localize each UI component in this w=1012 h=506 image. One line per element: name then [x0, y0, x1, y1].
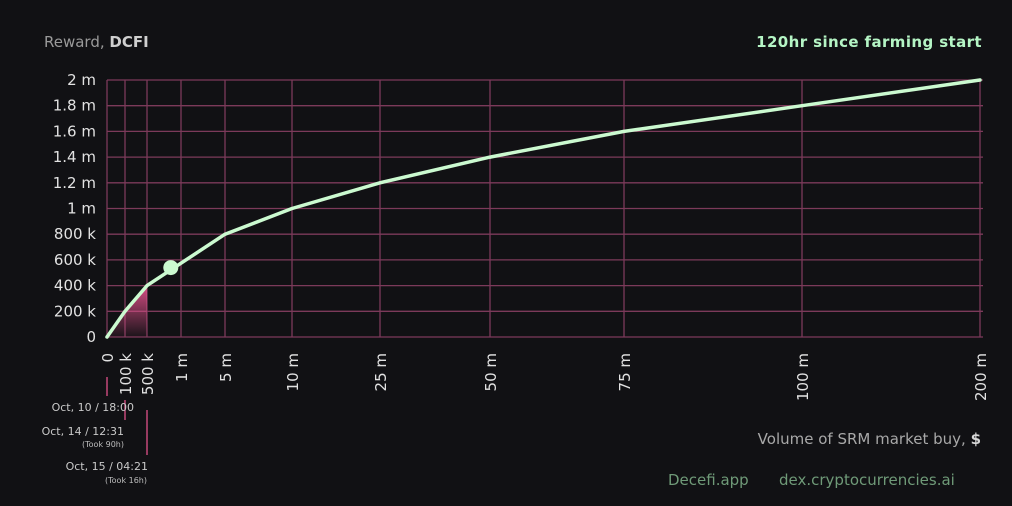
reward-curve	[105, 78, 982, 339]
x-axis-title: Volume of SRM market buy, $	[757, 430, 981, 448]
data-point	[800, 104, 804, 108]
data-point	[145, 284, 149, 288]
x-tick-label: 1 m	[173, 353, 191, 382]
event-date-3: Oct, 15 / 04:21	[65, 460, 148, 473]
footer-site-link[interactable]: Decefi.app	[668, 471, 749, 489]
footer-dex-link[interactable]: dex.cryptocurrencies.ai	[779, 471, 955, 489]
tick-labels: 0 200 k 400 k 600 k 800 k 1 m 1.2 m 1.4 m 1.6 m 1…	[53, 71, 990, 401]
x-tick-label: 500 k	[139, 353, 157, 395]
data-point	[105, 335, 109, 339]
x-tick-label: 5 m	[217, 353, 235, 382]
y-tick-label: 1.2 m	[53, 174, 96, 192]
event-date-1: Oct, 10 / 18:00	[51, 401, 134, 414]
grid	[106, 79, 983, 338]
event-took-3: (Took 16h)	[105, 476, 147, 485]
data-point	[123, 309, 127, 313]
y-axis-title: Reward, DCFI	[44, 33, 149, 51]
x-tick-label: 200 m	[972, 353, 990, 401]
data-point	[290, 206, 294, 211]
x-tick-label: 75 m	[616, 353, 634, 391]
y-tick-label: 1.6 m	[53, 122, 96, 140]
x-tick-label: 25 m	[372, 353, 390, 391]
period-label: 120hr since farming start	[756, 33, 982, 51]
event-date-2: Oct, 14 / 12:31	[41, 425, 124, 438]
event-markers	[106, 377, 148, 455]
x-tick-label: 50 m	[482, 353, 500, 391]
data-point	[622, 129, 626, 133]
data-point	[978, 78, 982, 82]
x-tick-label: 0	[99, 353, 117, 363]
x-tick-label: 100 m	[794, 353, 812, 401]
y-tick-label: 1.4 m	[53, 148, 96, 166]
x-tick-label: 10 m	[284, 353, 302, 391]
data-point	[378, 181, 382, 185]
y-tick-label: 1 m	[67, 200, 96, 218]
current-position-marker	[163, 260, 179, 276]
y-tick-label: 400 k	[54, 277, 96, 295]
series-line	[105, 78, 982, 339]
y-tick-label: 2 m	[67, 71, 96, 89]
y-tick-label: 200 k	[54, 302, 96, 320]
event-took-2: (Took 90h)	[82, 440, 124, 449]
y-tick-label: 800 k	[54, 225, 96, 243]
data-point	[223, 232, 227, 236]
data-point	[488, 155, 492, 159]
y-tick-label: 0	[86, 328, 96, 346]
y-tick-label: 1.8 m	[53, 97, 96, 115]
y-tick-label: 600 k	[54, 251, 96, 269]
x-tick-label: 100 k	[117, 353, 135, 395]
